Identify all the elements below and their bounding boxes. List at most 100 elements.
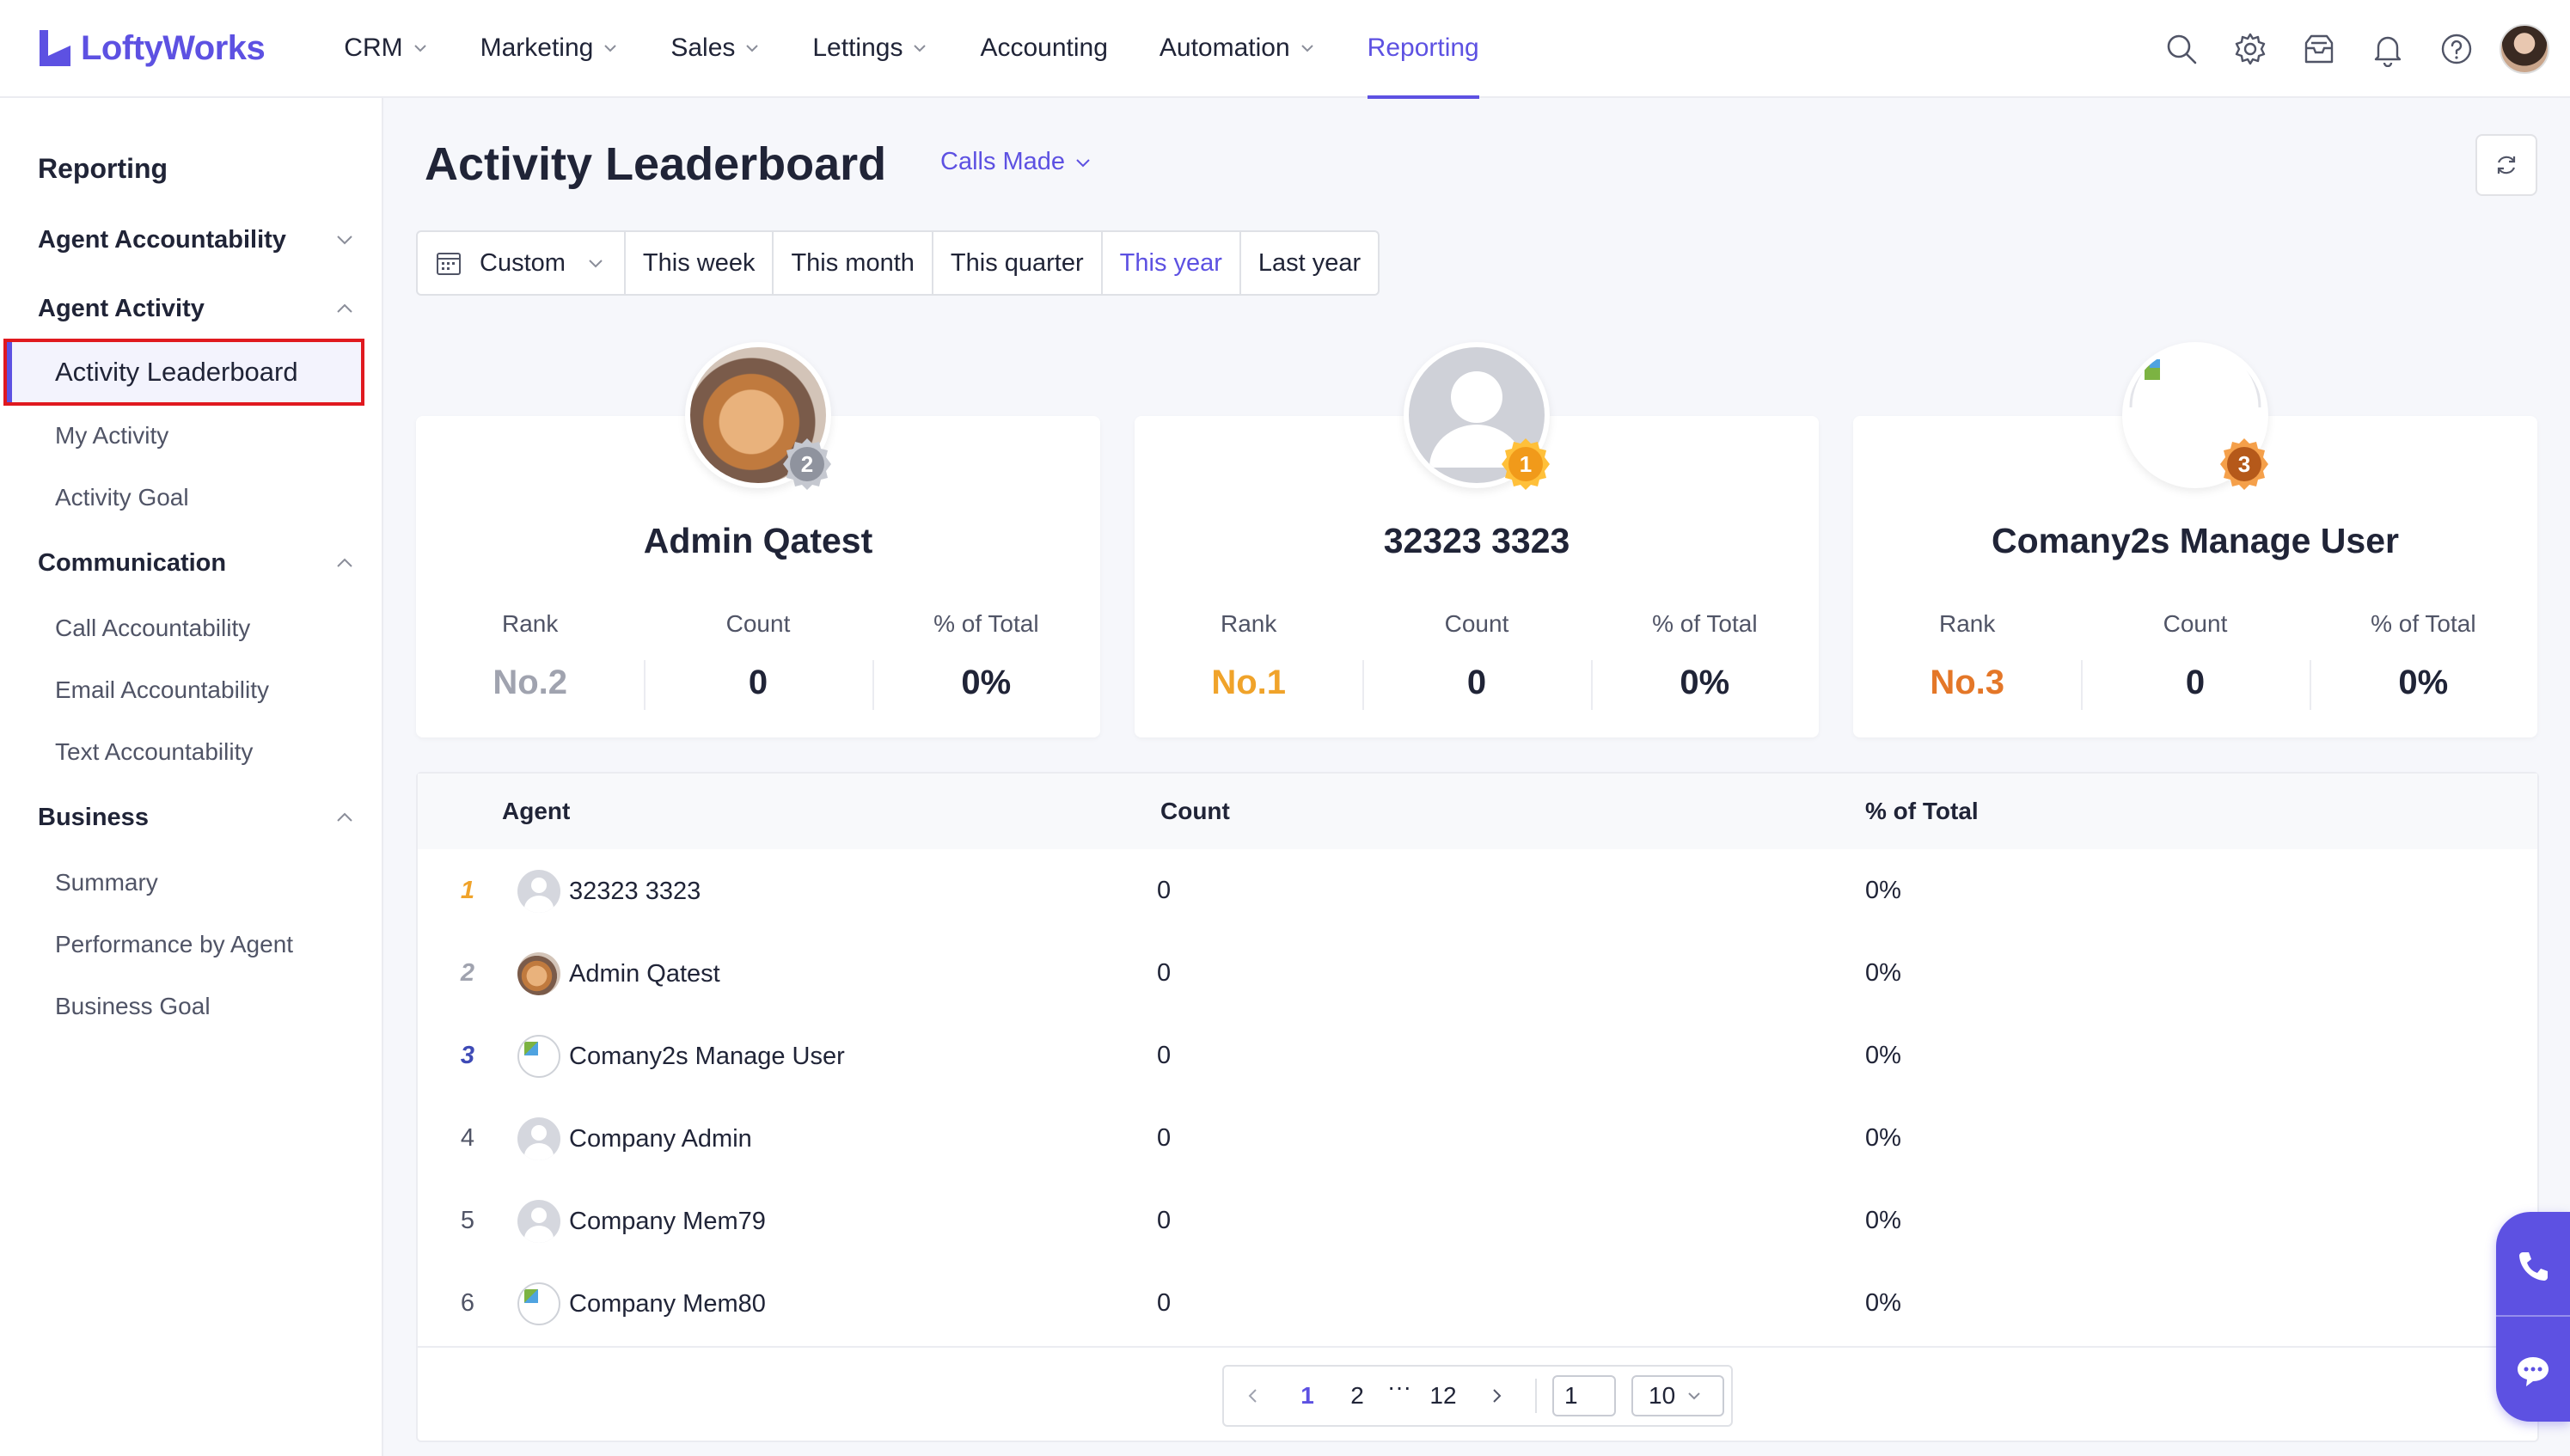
header-agent[interactable]: Agent [502,798,571,824]
page-size-select[interactable]: 10 [1631,1375,1724,1416]
sidebar-item-my-activity[interactable]: My Activity [55,414,168,457]
sidebar-item-label: Text Accountability [55,738,254,765]
help-icon[interactable] [2422,15,2491,83]
nav-marketing[interactable]: Marketing [455,0,646,97]
page-title: Activity Leaderboard [425,138,887,190]
sidebar-item-activity-leaderboard[interactable]: Activity Leaderboard [3,339,364,406]
sidebar-item-label: My Activity [55,422,169,449]
nav-sales-label: Sales [670,34,736,62]
brand-logo[interactable]: LoftyWorks [36,0,266,97]
podium-stats: Rank No.3 Count 0 % of Total 0% [1853,610,2537,710]
row-agent-name: Admin Qatest [569,959,720,988]
table-row[interactable]: 6 Company Mem80 0 0% [418,1263,2537,1346]
badge-number: 1 [1519,450,1533,477]
default-avatar [517,1200,560,1243]
range-last-year[interactable]: Last year [1239,232,1378,294]
row-agent-name: 32323 3323 [569,877,701,905]
row-rank: 2 [460,959,475,987]
sidebar-item-label: Call Accountability [55,615,251,641]
broken-image-avatar [517,1035,560,1078]
sidebar-group-agent-activity[interactable]: Agent Activity [38,287,356,330]
page-2-button[interactable]: 2 [1350,1382,1364,1409]
chevron-down-icon [1688,1392,1700,1400]
podium-avatar-second: 2 [685,342,831,490]
nav-lettings-label: Lettings [812,34,903,62]
sidebar-item-call-accountability[interactable]: Call Accountability [55,607,250,650]
bell-icon[interactable] [2353,15,2422,83]
prev-page-button[interactable] [1224,1367,1282,1425]
nav-lettings[interactable]: Lettings [786,0,954,97]
nav-reporting[interactable]: Reporting [1342,0,1505,99]
phone-icon [2519,1252,2548,1281]
stat-label: Rank [1220,610,1277,637]
chat-button[interactable] [2496,1324,2570,1418]
row-count: 0 [1157,1289,1172,1317]
rank-value: No.2 [493,664,567,701]
range-custom-dropdown[interactable]: Custom [418,232,624,294]
settings-gear-icon[interactable] [2216,15,2285,83]
refresh-button[interactable] [2475,134,2537,196]
row-pct: 0% [1865,1042,1901,1069]
header-count[interactable]: Count [1160,798,1230,824]
range-this-year[interactable]: This year [1100,232,1239,294]
badge-number: 3 [2237,450,2251,477]
chevron-down-icon [914,45,927,52]
page-12-button[interactable]: 12 [1429,1382,1457,1409]
stat-label: Rank [501,610,559,637]
table-row[interactable]: 4 Company Admin 0 0% [418,1098,2537,1181]
sidebar-item-label: Email Accountability [55,676,270,703]
sidebar-item-business-goal[interactable]: Business Goal [55,985,211,1028]
row-rank: 5 [460,1207,475,1234]
podium-avatar-third: 3 [2122,342,2268,490]
inbox-icon[interactable] [2285,15,2353,83]
row-count: 0 [1157,1124,1172,1152]
range-this-month[interactable]: This month [772,232,931,294]
page-jump-input[interactable]: 1 [1552,1375,1616,1416]
chevron-down-icon [589,260,603,268]
page-1-button[interactable]: 1 [1300,1382,1314,1409]
chat-bubble-icon [2518,1357,2549,1386]
rank-value: No.1 [1211,664,1286,701]
podium-agent-name: Admin Qatest [643,521,873,560]
row-rank: 1 [460,877,475,904]
nav-crm[interactable]: CRM [318,0,454,97]
range-this-week[interactable]: This week [623,232,773,294]
sidebar-item-email-accountability[interactable]: Email Accountability [55,669,269,712]
row-pct: 0% [1865,959,1901,987]
podium-agent-name: Comany2s Manage User [1992,521,2399,560]
table-row[interactable]: 3 Comany2s Manage User 0 0% [418,1016,2537,1098]
metric-dropdown[interactable]: Calls Made [940,148,1092,176]
calendar-icon [437,253,461,275]
nav-sales[interactable]: Sales [645,0,786,97]
chevron-left-icon [1248,1389,1257,1403]
metric-dropdown-value: Calls Made [940,148,1066,175]
podium-rank-stat: Rank No.1 [1135,610,1362,702]
header-pct[interactable]: % of Total [1865,798,1979,824]
search-icon[interactable] [2147,15,2216,83]
sidebar-item-performance-by-agent[interactable]: Performance by Agent [55,923,293,966]
sidebar-item-label: Business Goal [55,993,211,1019]
badge-number: 2 [800,450,814,477]
sidebar-group-business[interactable]: Business [38,796,356,839]
table-row[interactable]: 2 Admin Qatest 0 0% [418,933,2537,1016]
floating-contact-widget [2496,1212,2570,1422]
row-count: 0 [1157,1207,1172,1234]
nav-accounting[interactable]: Accounting [954,0,1133,97]
default-avatar [517,1117,560,1160]
nav-automation[interactable]: Automation [1134,0,1342,97]
sidebar-group-communication[interactable]: Communication [38,541,356,584]
page-ellipsis[interactable]: ··· [1387,1373,1411,1400]
phone-call-button[interactable] [2496,1219,2570,1313]
sidebar-item-activity-goal[interactable]: Activity Goal [55,476,189,519]
table-row[interactable]: 5 Company Mem79 0 0% [418,1181,2537,1263]
next-page-button[interactable] [1470,1367,1523,1425]
sidebar-group-agent-accountability[interactable]: Agent Accountability [38,218,356,261]
user-avatar[interactable] [2500,24,2549,74]
sidebar-item-text-accountability[interactable]: Text Accountability [55,731,253,774]
range-this-quarter[interactable]: This quarter [931,232,1101,294]
rank-3-badge-icon: 3 [2217,437,2272,492]
podium-rank-stat: Rank No.2 [416,610,644,702]
sidebar-item-summary[interactable]: Summary [55,861,158,904]
table-row[interactable]: 1 32323 3323 0 0% [418,851,2537,933]
podium-count-stat: Count 0 [1362,610,1590,710]
